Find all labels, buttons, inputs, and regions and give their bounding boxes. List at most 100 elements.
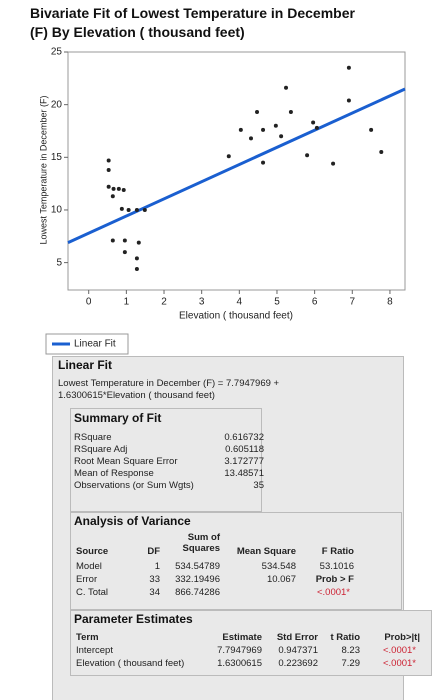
cell-value: <.0001* [382, 658, 416, 669]
data-point [110, 194, 115, 199]
data-point [126, 207, 131, 212]
y-tick-label: 15 [51, 152, 63, 163]
fit-line [67, 87, 406, 244]
plot-frame [67, 51, 406, 291]
data-point [261, 127, 266, 132]
cell-value: 0.223692 [278, 658, 318, 669]
x-tick-label: 2 [161, 297, 167, 308]
fit-heading: Linear Fit [58, 358, 113, 372]
x-tick-label: 1 [124, 297, 130, 308]
x-tick-label: 4 [237, 297, 243, 308]
data-point [273, 123, 278, 128]
y-tick-label: 20 [51, 99, 63, 110]
row-label: Elevation ( thousand feet) [76, 658, 185, 669]
data-point [284, 85, 289, 90]
legend-label: Linear Fit [74, 339, 116, 350]
summary-label: RSquare Adj [74, 444, 128, 455]
column-header: Source [76, 546, 109, 557]
column-header: Term [76, 632, 99, 643]
data-point [255, 110, 260, 115]
cell-value: 10.067 [266, 574, 296, 585]
cell-value: 0.947371 [278, 645, 318, 656]
y-axis-label: Lowest Temperature in December (F) [38, 96, 48, 245]
data-point [331, 161, 336, 166]
x-tick-label: 0 [86, 297, 92, 308]
data-point [379, 150, 384, 155]
x-tick-label: 7 [350, 297, 356, 308]
cell-value: 534.54789 [175, 561, 220, 572]
chart: Elevation ( thousand feet) Lowest Temper… [38, 47, 406, 355]
column-header: Mean Square [236, 546, 296, 557]
row-label: Error [76, 574, 98, 585]
summary-value: 3.172777 [224, 456, 264, 467]
cell-value: 866.74286 [175, 587, 220, 598]
prob-value: <.0001* [316, 587, 350, 598]
data-point [305, 153, 310, 158]
cell-value: 8.23 [341, 645, 361, 656]
data-point [279, 134, 284, 139]
cell-value: <.0001* [382, 645, 416, 656]
summary-box [70, 408, 262, 512]
data-point [121, 187, 126, 192]
data-point [136, 240, 141, 245]
data-point [311, 120, 316, 125]
legend-box [45, 333, 129, 355]
summary-label: Mean of Response [74, 468, 154, 479]
data-point [346, 65, 351, 70]
x-axis-label: Elevation ( thousand feet) [179, 311, 293, 322]
anova-box [70, 512, 402, 610]
data-point [248, 136, 253, 141]
data-point [314, 125, 319, 130]
params-box [70, 610, 432, 676]
cell-value: 7.7947969 [217, 645, 262, 656]
data-point [134, 266, 139, 271]
data-point [226, 154, 231, 159]
x-tick-label: 8 [387, 297, 393, 308]
data-point [122, 238, 127, 243]
data-point [346, 98, 351, 103]
cell-value: 1 [154, 561, 160, 572]
x-tick-label: 5 [274, 297, 280, 308]
summary-value: 0.605118 [225, 444, 264, 455]
y-tick-label: 10 [51, 205, 63, 216]
data-point [116, 186, 121, 191]
cell-value: 1.6300615 [217, 658, 262, 669]
data-point [106, 158, 111, 163]
y-tick-label: 25 [51, 47, 63, 58]
summary-label: Observations (or Sum Wgts) [74, 480, 194, 491]
data-point [110, 238, 115, 243]
column-header: DF [147, 546, 160, 557]
data-point [111, 186, 116, 191]
data-point [134, 207, 139, 212]
row-label: C. Total [76, 587, 109, 598]
prob-label: Prob > F [315, 574, 354, 585]
cell-value: 534.548 [261, 561, 296, 572]
column-header: Prob>|t| [384, 632, 420, 643]
summary-value: 13.48571 [224, 468, 264, 479]
summary-value: 0.616732 [224, 432, 264, 443]
y-tick-label: 5 [56, 257, 62, 268]
column-header: Estimate [222, 632, 262, 643]
cell-value: 7.29 [341, 658, 361, 669]
row-label: Model [76, 561, 102, 572]
fit-equation: Lowest Temperature in December (F) = 7.7… [58, 378, 280, 401]
params-title: Parameter Estimates [74, 612, 193, 626]
summary-label: RSquare [74, 432, 112, 443]
x-tick-label: 3 [199, 297, 205, 308]
data-point [369, 127, 374, 132]
data-point [106, 184, 111, 189]
x-tick-label: 6 [312, 297, 318, 308]
chart-title: Bivariate Fit of Lowest Temperature in D… [30, 5, 355, 40]
cell-value: 33 [149, 574, 160, 585]
data-point [288, 110, 293, 115]
summary-label: Root Mean Square Error [74, 456, 178, 467]
column-header: Sum of Squares [182, 532, 221, 554]
data-point [142, 207, 147, 212]
data-point [119, 206, 124, 211]
data-point [134, 256, 139, 261]
column-header: Std Error [276, 632, 318, 643]
cell-value: 53.1016 [319, 561, 354, 572]
anova-title: Analysis of Variance [74, 514, 191, 528]
column-header: F Ratio [321, 546, 354, 557]
